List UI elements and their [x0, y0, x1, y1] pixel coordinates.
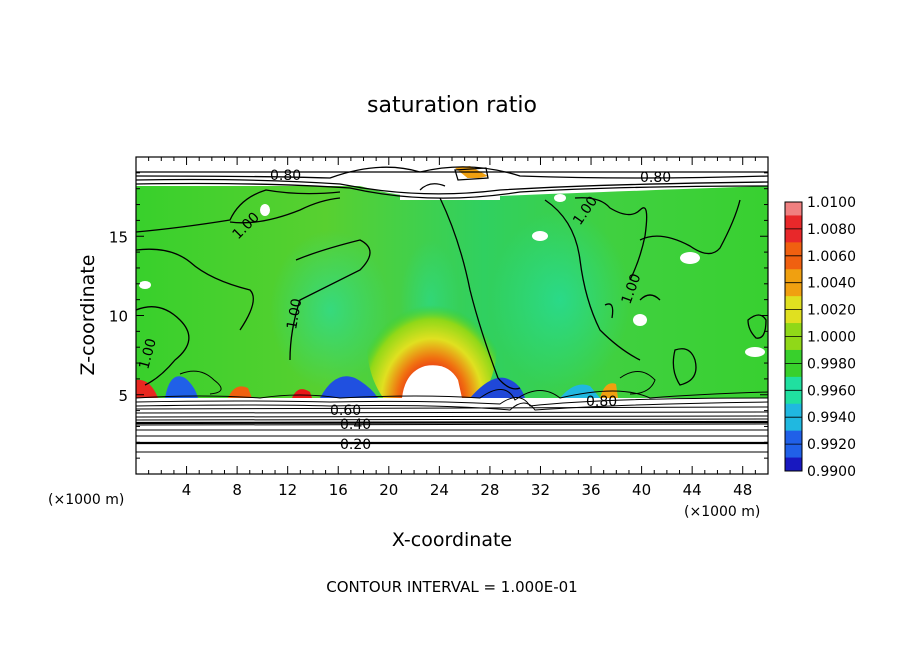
x-tick-label: 16: [329, 481, 348, 499]
x-tick-label: 12: [278, 481, 297, 499]
colorbar: [784, 201, 803, 472]
colorbar-label: 1.0080: [807, 222, 856, 238]
colorbar-band: [785, 228, 802, 243]
colorbar-label: 1.0060: [807, 249, 856, 265]
colorbar-label: 0.9940: [807, 410, 856, 426]
colorbar-label: 1.0020: [807, 303, 856, 319]
x-tick-label: 44: [683, 481, 702, 499]
x-tick-label: 32: [531, 481, 550, 499]
colorbar-band: [785, 403, 802, 418]
colorbar-band: [785, 215, 802, 230]
colorbar-band: [785, 390, 802, 405]
colorbar-band: [785, 417, 802, 432]
contour-label: 0.20: [340, 437, 371, 453]
chart-title: saturation ratio: [367, 93, 537, 118]
axis-ticks: [136, 157, 768, 474]
colorbar-band: [785, 444, 802, 459]
contour-label: 1.00: [284, 297, 305, 330]
contour-label: 0.60: [330, 403, 361, 419]
colorbar-band: [785, 430, 802, 445]
colorbar-label: 0.9900: [807, 464, 856, 480]
colorbar-band: [785, 242, 802, 257]
y-tick-label: 15: [109, 228, 128, 246]
colorbar-label: 1.0000: [807, 330, 856, 346]
contour-label: 0.80: [270, 168, 301, 184]
colorbar-band: [785, 336, 802, 351]
plot-field: [136, 157, 768, 474]
colorbar-band: [785, 269, 802, 284]
colorbar-band: [785, 282, 802, 297]
colorbar-band: [785, 349, 802, 364]
contour-label: 1.00: [136, 337, 160, 371]
x-tick-label: 8: [232, 481, 242, 499]
x-tick-label: 20: [379, 481, 398, 499]
x-tick-label: 28: [480, 481, 499, 499]
y-tick-label: 5: [118, 387, 128, 405]
x-tick-label: 24: [430, 481, 449, 499]
contour-label: 0.80: [640, 170, 671, 186]
x-axis-label: X-coordinate: [392, 529, 512, 551]
y-tick-label: 10: [109, 308, 128, 326]
colorbar-band: [785, 202, 802, 216]
y-axis-label: Z-coordinate: [77, 255, 99, 376]
colorbar-band: [785, 255, 802, 270]
colorbar-band: [785, 363, 802, 378]
colorbar-band: [785, 457, 802, 472]
colorbar-label: 0.9960: [807, 383, 856, 399]
colorbar-label: 0.9920: [807, 437, 856, 453]
colorbar-band: [785, 376, 802, 391]
x-tick-label: 4: [182, 481, 192, 499]
colorbar-label: 1.0040: [807, 276, 856, 292]
x-tick-label: 36: [581, 481, 600, 499]
colorbar-labels: 1.0100 1.0080 1.0060 1.0040 1.0020 1.0000 0.99…: [807, 195, 856, 480]
colorbar-band: [785, 309, 802, 324]
z-unit-label: (×1000 m): [48, 492, 124, 508]
contour-label: 0.40: [340, 417, 371, 433]
colorbar-band: [785, 323, 802, 337]
contour-label: 0.80: [586, 394, 617, 410]
colorbar-label: 1.0100: [807, 195, 856, 211]
x-tick-label: 48: [733, 481, 752, 499]
colorbar-label: 0.9980: [807, 356, 856, 372]
x-tick-label: 40: [632, 481, 651, 499]
contour-interval-note: CONTOUR INTERVAL = 1.000E-01: [326, 578, 577, 596]
colorbar-band: [785, 296, 802, 311]
x-unit-label: (×1000 m): [684, 504, 760, 520]
